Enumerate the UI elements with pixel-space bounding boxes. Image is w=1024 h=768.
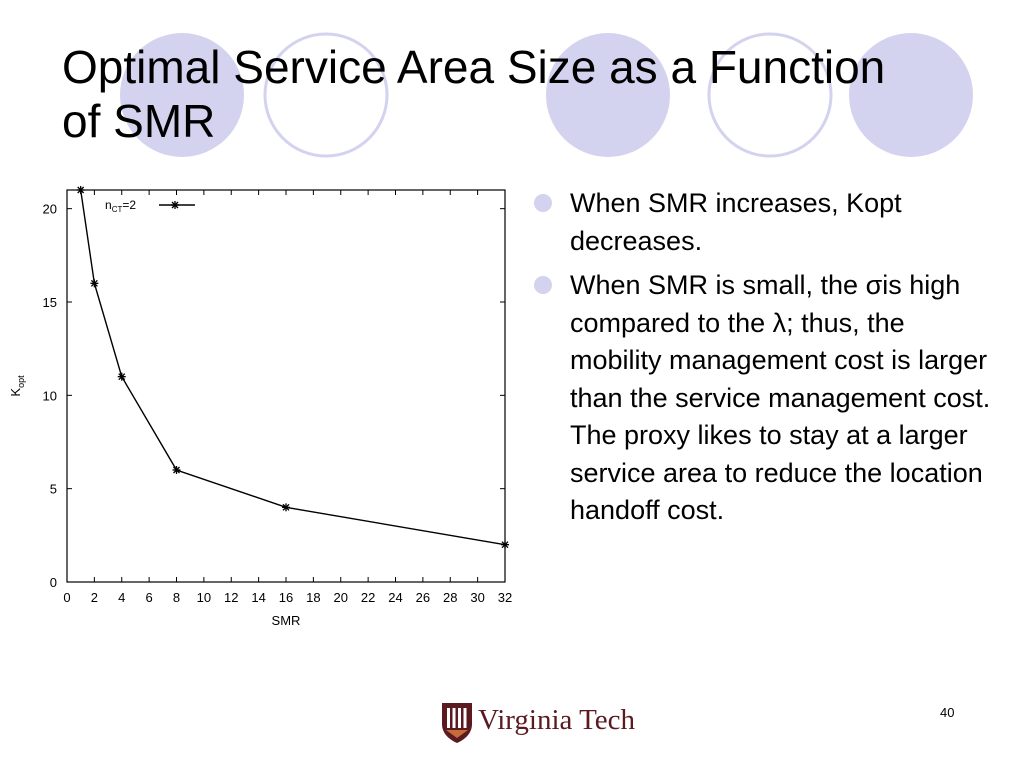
decor-circle-filled-3: [849, 33, 973, 157]
slide-title-line-1: Optimal Service Area Size as a Function: [62, 41, 886, 93]
decor-circle-outline-1: [263, 32, 389, 158]
slide-title-line-2: of SMR: [62, 95, 216, 147]
decor-circle-filled-1: [120, 33, 244, 157]
x-tick-label: 4: [118, 590, 125, 605]
marker-stroke: [173, 466, 180, 474]
data-point: [117, 372, 126, 381]
x-tick-label: 20: [334, 590, 348, 605]
y-tick-label: 0: [50, 575, 57, 590]
marker-stroke: [171, 201, 179, 209]
x-tick-label: 2: [91, 590, 98, 605]
bullet-item-2: When SMR is small, the σis high compared…: [530, 267, 1000, 530]
y-tick-label: 15: [43, 295, 57, 310]
x-tick-label: 12: [224, 590, 238, 605]
x-tick-label: 26: [416, 590, 430, 605]
x-tick-label: 18: [306, 590, 320, 605]
x-tick-label: 22: [361, 590, 375, 605]
slide-title: Optimal Service Area Size as a Function …: [62, 40, 962, 148]
bullet-text-2: When SMR is small, the σis high compared…: [570, 270, 991, 525]
bullet-list: When SMR increases, Kopt decreases. When…: [530, 185, 1000, 537]
bullet-text-1: When SMR increases, Kopt decreases.: [570, 188, 902, 256]
decor-circle-filled-2: [546, 33, 670, 157]
marker-stroke: [90, 279, 98, 287]
data-point: [501, 540, 509, 549]
y-axis-label: Kopt: [8, 375, 26, 397]
kopt-vs-smr-chart: 0 2 4 6 8 10 12 14 16 18 20 22 24 26 28 30 3205101520SMR…: [8, 186, 512, 628]
y-tick-label: 20: [43, 202, 57, 217]
data-point: [282, 503, 290, 512]
x-tick-label: 30: [470, 590, 484, 605]
x-tick-label: 16: [279, 590, 293, 605]
plot-frame: [66, 189, 506, 583]
decorative-circles: [120, 32, 973, 158]
x-tick-label: 0: [63, 590, 70, 605]
y-tick-label: 10: [43, 388, 57, 403]
x-tick-label: 28: [443, 590, 457, 605]
data-point: [76, 186, 85, 194]
legend-marker: [171, 201, 179, 209]
x-tick-label: 14: [251, 590, 265, 605]
x-tick-label: 32: [498, 590, 512, 605]
x-tick-label: 8: [173, 590, 180, 605]
marker-stroke: [501, 541, 509, 549]
decor-circle-outline-2: [707, 32, 833, 158]
logo-wordmark: Virginia Tech: [478, 704, 636, 736]
marker-stroke: [282, 503, 290, 511]
virginia-tech-logo: Virginia Tech: [440, 700, 640, 744]
x-tick-label: 6: [146, 590, 153, 605]
marker-stroke: [118, 373, 126, 381]
legend-label: nCT=2: [105, 198, 136, 214]
bullet-item-1: When SMR increases, Kopt decreases.: [530, 185, 1000, 260]
virginia-tech-shield-icon: [442, 703, 472, 743]
bullet-dot-icon: [534, 194, 552, 212]
data-point: [172, 466, 181, 474]
x-tick-label: 10: [197, 590, 211, 605]
marker-stroke: [77, 186, 85, 194]
series-line: [79, 190, 505, 546]
page-number: 40: [940, 705, 955, 720]
bullet-dot-icon: [534, 276, 552, 294]
y-tick-label: 5: [50, 482, 57, 497]
data-point: [90, 279, 99, 288]
x-tick-label: 24: [388, 590, 402, 605]
x-axis-label: SMR: [272, 613, 301, 628]
